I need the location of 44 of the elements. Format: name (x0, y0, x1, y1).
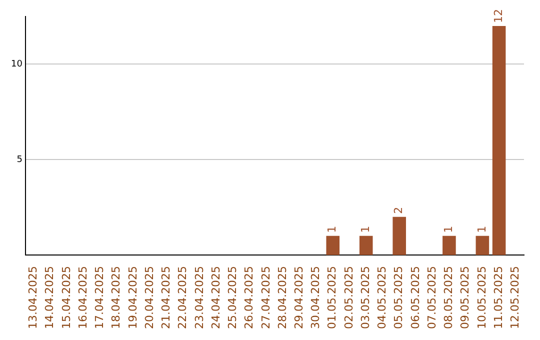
x-tick-label: 13.04.2025 (26, 266, 40, 330)
x-tick-label: 22.04.2025 (176, 266, 190, 330)
x-tick-label: 01.05.2025 (326, 266, 339, 330)
x-tick-label: 25.04.2025 (226, 266, 240, 330)
x-tick-label: 07.05.2025 (425, 266, 438, 330)
x-tick-label: 14.04.2025 (43, 266, 56, 330)
data-label: 12 (492, 8, 505, 23)
x-tick-label: 04.05.2025 (376, 266, 389, 330)
bar (392, 216, 406, 256)
data-label: 1 (475, 226, 488, 233)
bar (476, 236, 490, 256)
x-tick-label: 27.04.2025 (259, 266, 272, 330)
x-tick-label: 15.04.2025 (60, 266, 73, 330)
data-label: 1 (326, 226, 339, 233)
x-tick-label: 05.05.2025 (392, 266, 406, 330)
x-tick-label: 28.04.2025 (276, 266, 289, 330)
x-tick-label: 23.04.2025 (192, 266, 206, 330)
bar (492, 26, 506, 256)
x-tick-label: 20.04.2025 (142, 266, 156, 330)
x-tick-label: 06.05.2025 (408, 266, 422, 330)
data-label: 1 (358, 226, 372, 233)
x-tick-label: 08.05.2025 (442, 266, 456, 330)
x-tick-label: 18.04.2025 (110, 266, 123, 330)
x-tick-label: 11.05.2025 (492, 266, 505, 330)
x-tick-label: 17.04.2025 (93, 266, 106, 330)
bar (359, 236, 373, 256)
bar (326, 236, 340, 256)
x-tick-label: 24.04.2025 (209, 266, 222, 330)
data-label: 1 (442, 226, 456, 233)
x-tick-label: 30.04.2025 (309, 266, 322, 330)
x-tick-label: 26.04.2025 (242, 266, 256, 330)
x-tick-label: 21.04.2025 (160, 266, 173, 330)
x-tick-label: 10.05.2025 (475, 266, 488, 330)
x-tick-label: 03.05.2025 (358, 266, 372, 330)
x-tick-label: 16.04.2025 (76, 266, 90, 330)
data-label: 2 (392, 206, 406, 214)
y-tick-label: 5 (16, 154, 22, 165)
x-tick-label: 12.05.2025 (508, 266, 522, 330)
x-tick-label: 02.05.2025 (342, 266, 356, 330)
x-tick-label: 19.04.2025 (126, 266, 140, 330)
y-tick-label: 10 (11, 59, 23, 70)
bar (442, 236, 456, 256)
x-tick-label: 29.04.2025 (292, 266, 306, 330)
x-tick-label: 09.05.2025 (458, 266, 472, 330)
